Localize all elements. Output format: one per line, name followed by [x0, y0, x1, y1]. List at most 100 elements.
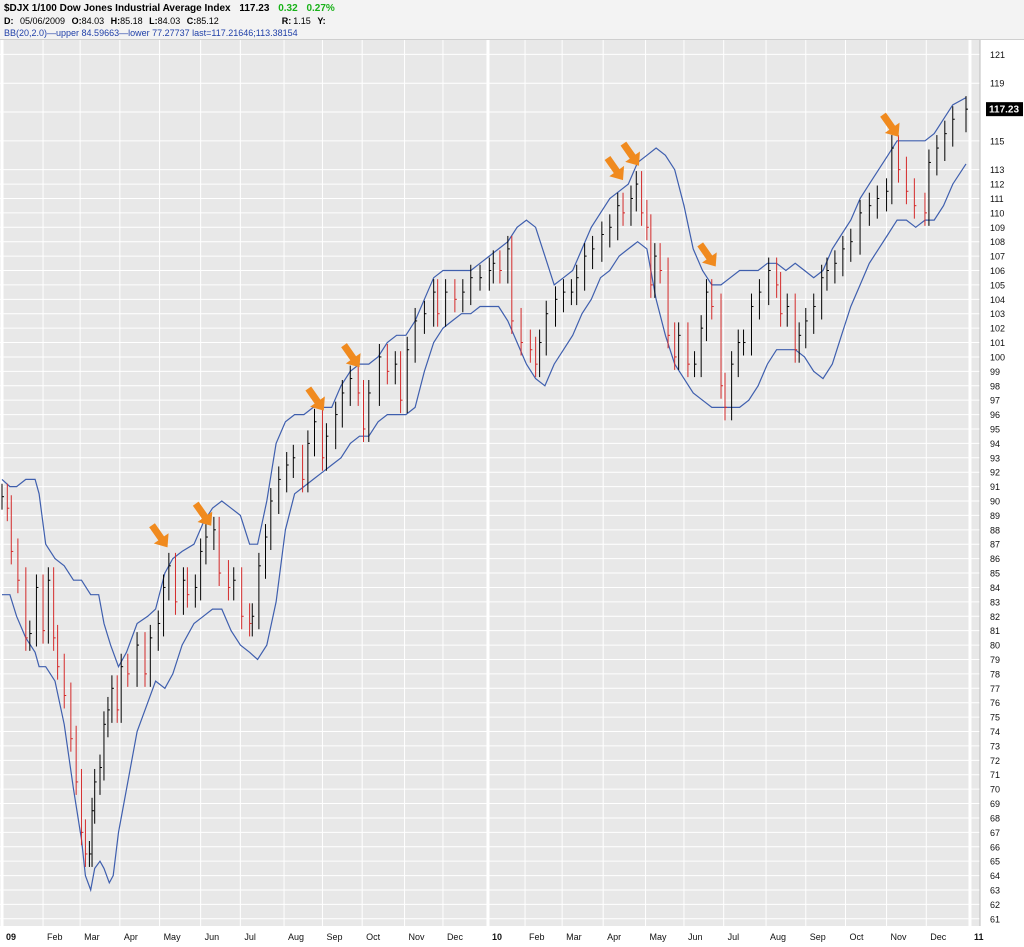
y-tick-label: 70 — [990, 785, 1000, 795]
symbol-title: $DJX 1/100 Dow Jones Industrial Average … — [4, 3, 231, 14]
arrow-annotation — [604, 155, 625, 181]
y-tick-label: 105 — [990, 280, 1005, 290]
y-tick-label: 65 — [990, 857, 1000, 867]
y-tick-label: 106 — [990, 266, 1005, 276]
arrow-annotation — [620, 141, 640, 166]
y-tick-label: 87 — [990, 540, 1000, 550]
x-tick-label: Aug — [770, 932, 786, 942]
y-tick-label: 108 — [990, 237, 1005, 247]
y-tick-label: 95 — [990, 424, 1000, 434]
last-price-tag-bg — [986, 102, 1023, 117]
x-tick-label: Sep — [326, 932, 342, 942]
y-tick-label: 71 — [990, 770, 1000, 780]
price-bars — [1, 96, 968, 867]
y-axis: 61 62 63 64 65 66 67 68 69 70 71 72 73 74 75 76 77 78 79 80… — [990, 50, 1005, 924]
x-tick-label: Dec — [930, 932, 947, 942]
y-tick-label: 67 — [990, 828, 1000, 838]
y-tick-label: 97 — [990, 396, 1000, 406]
x-tick-label: Jun — [688, 932, 703, 942]
open-value: 84.03 — [81, 16, 105, 26]
y-tick-label: 98 — [990, 381, 1000, 391]
y-tick-label: 119 — [990, 79, 1004, 89]
arrow-shape — [149, 523, 169, 548]
y-tick-label: 121 — [990, 50, 1005, 60]
x-tick-label: Apr — [607, 932, 621, 942]
y-tick-label: 103 — [990, 309, 1005, 319]
y-tick-label: 76 — [990, 698, 1000, 708]
y-tick-label: 75 — [990, 713, 1000, 723]
y-tick-label: 110 — [990, 208, 1004, 218]
y-tick-label: 93 — [990, 453, 1000, 463]
y-tick-label: 73 — [990, 741, 1000, 751]
low-label: L: — [149, 16, 158, 26]
x-tick-label: 11 — [974, 932, 984, 942]
y-tick-label: 68 — [990, 813, 1000, 823]
open-label: O: — [71, 16, 82, 26]
y-tick-label: 90 — [990, 497, 1000, 507]
y-tick-label: 82 — [990, 612, 1000, 622]
x-tick-label: Oct — [850, 932, 865, 942]
close-label: C: — [186, 16, 197, 26]
y-tick-label: 88 — [990, 525, 1000, 535]
arrow-annotation — [880, 112, 900, 137]
y-tick-label: 77 — [990, 684, 1000, 694]
grid — [0, 40, 981, 926]
r-value: 1.15 — [293, 16, 311, 26]
bollinger-legend: BB(20,2.0)—upper 84.59663—lower 77.27737… — [4, 28, 298, 38]
arrow-annotation — [192, 501, 213, 526]
y-tick-label: 92 — [990, 468, 1000, 478]
x-tick-label: May — [164, 932, 182, 942]
arrow-shape — [604, 155, 625, 181]
high-label: H: — [110, 16, 121, 26]
price-change-pct: 0.27% — [306, 3, 335, 14]
low-value: 84.03 — [157, 16, 181, 26]
x-tick-label: Feb — [529, 932, 545, 942]
arrow-annotation — [149, 523, 169, 548]
y-tick-label: 109 — [990, 223, 1005, 233]
x-tick-label: Mar — [566, 932, 582, 942]
arrow-shape — [697, 242, 717, 267]
y-tick-label: 66 — [990, 842, 1000, 852]
annotation-arrows — [149, 112, 900, 548]
x-tick-label: Oct — [366, 932, 381, 942]
title-line: $DJX 1/100 Dow Jones Industrial Average … — [4, 3, 335, 14]
x-tick-label: Mar — [84, 932, 100, 942]
date-value: 05/06/2009 — [20, 16, 66, 26]
x-tick-label: Jul — [244, 932, 256, 942]
y-tick-label: 64 — [990, 871, 1000, 881]
arrow-annotation — [697, 242, 717, 267]
x-tick-label: Dec — [447, 932, 464, 942]
x-tick-label: Apr — [124, 932, 138, 942]
bb-values: —upper 84.59663—lower 77.27737 last=117.… — [47, 28, 298, 38]
y-label: Y: — [317, 16, 326, 26]
y-tick-label: 80 — [990, 641, 1000, 651]
arrow-annotation — [341, 343, 361, 368]
y-tick-label: 84 — [990, 583, 1000, 593]
y-tick-label: 79 — [990, 655, 1000, 665]
y-tick-label: 94 — [990, 439, 1000, 449]
x-tick-label: Aug — [288, 932, 304, 942]
y-tick-label: 89 — [990, 511, 1000, 521]
high-value: 85.18 — [120, 16, 143, 26]
price-change: 0.32 — [278, 3, 298, 14]
price-chart: 61 62 63 64 65 66 67 68 69 70 71 72 73 74 75 76 77 78 79 80… — [0, 40, 1023, 942]
bb-label: BB(20,2.0) — [4, 28, 48, 38]
x-tick-label: 09 — [6, 932, 16, 942]
chart-header: $DJX 1/100 Dow Jones Industrial Average … — [0, 0, 1024, 40]
last-price-tag: 117.23 — [986, 102, 1023, 117]
arrow-shape — [305, 386, 325, 411]
last-price-tag-text: 117.23 — [989, 105, 1019, 116]
ohlc-line: D: 05/06/2009 O:84.03 H:85.18 L:84.03 C:… — [4, 16, 326, 26]
x-tick-label: Nov — [891, 932, 908, 942]
y-tick-label: 99 — [990, 367, 1000, 377]
y-tick-label: 81 — [990, 626, 1000, 636]
x-axis: 09 Feb Mar Apr May Jun Jul Aug Sep Oct Nov Dec 10 Feb… — [6, 932, 983, 942]
arrow-shape — [341, 343, 361, 368]
lower-band-line — [2, 163, 967, 893]
y-tick-label: 74 — [990, 727, 1000, 737]
y-tick-label: 83 — [990, 597, 1000, 607]
lower-bollinger-band — [2, 163, 967, 893]
y-tick-label: 63 — [990, 885, 1000, 895]
y-tick-label: 62 — [990, 900, 1000, 910]
date-label: D: — [4, 16, 14, 26]
